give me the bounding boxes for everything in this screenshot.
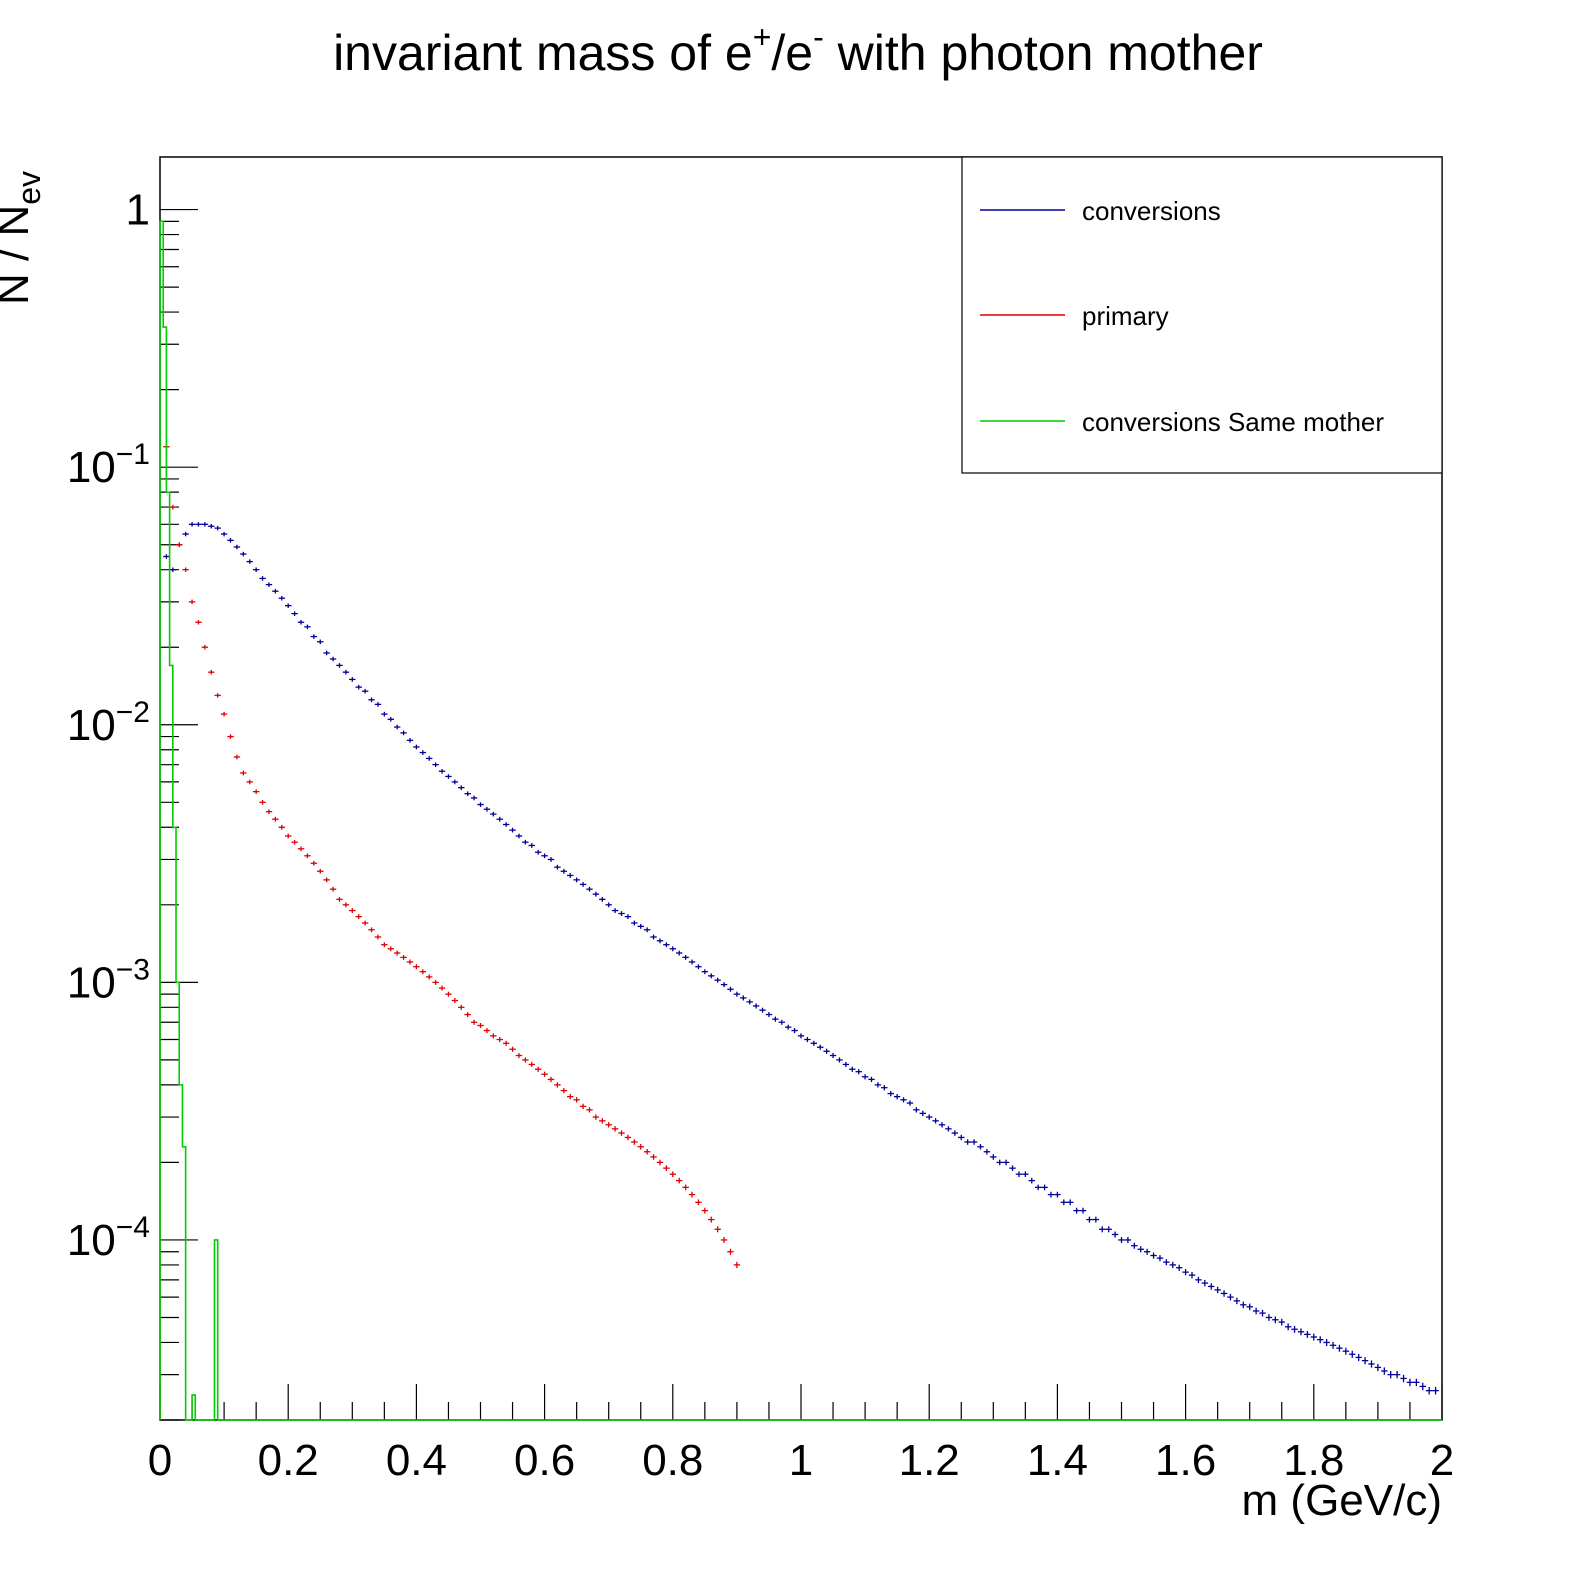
x-tick-label: 1.6	[1155, 1436, 1216, 1485]
x-tick-label: 0.4	[386, 1436, 447, 1485]
y-tick-label: 1	[126, 186, 150, 235]
legend: conversions primary conversions Same mot…	[961, 156, 1443, 474]
x-tick-label: 0.2	[258, 1436, 319, 1485]
x-tick-label: 0	[148, 1436, 172, 1485]
x-tick-label: 0.6	[514, 1436, 575, 1485]
y-tick-label: 10−4	[67, 1211, 150, 1265]
legend-label-primary: primary	[1082, 301, 1169, 331]
y-tick-label: 10−1	[67, 438, 150, 492]
series-1	[163, 444, 741, 1269]
y-axis-label: N / Nev	[0, 171, 47, 305]
x-tick-label: 1.4	[1027, 1436, 1088, 1485]
y-axis: 1 10−1 10−2 10−3 10−4	[67, 186, 198, 1421]
legend-label-conversions: conversions	[1082, 196, 1221, 226]
y-tick-label: 10−2	[67, 696, 150, 750]
series-2	[159, 220, 1442, 1421]
x-axis-label: m (GeV/c)	[1242, 1476, 1442, 1525]
chart-title: invariant mass of e+/e- with photon moth…	[333, 19, 1263, 81]
y-tick-label: 10−3	[67, 953, 150, 1007]
step-line	[159, 220, 1442, 1421]
legend-label-same-mother: conversions Same mother	[1082, 407, 1384, 437]
x-tick-label: 1.8	[1283, 1436, 1344, 1485]
x-axis: 0 0.2 0.4 0.6 0.8 1 1.2 1.4 1.6 1.8 2	[148, 1384, 1454, 1485]
x-tick-label: 2	[1430, 1436, 1454, 1485]
x-tick-label: 1.2	[899, 1436, 960, 1485]
x-tick-label: 1	[789, 1436, 813, 1485]
series-0	[163, 522, 1439, 1395]
series-group	[159, 220, 1442, 1421]
x-tick-label: 0.8	[642, 1436, 703, 1485]
